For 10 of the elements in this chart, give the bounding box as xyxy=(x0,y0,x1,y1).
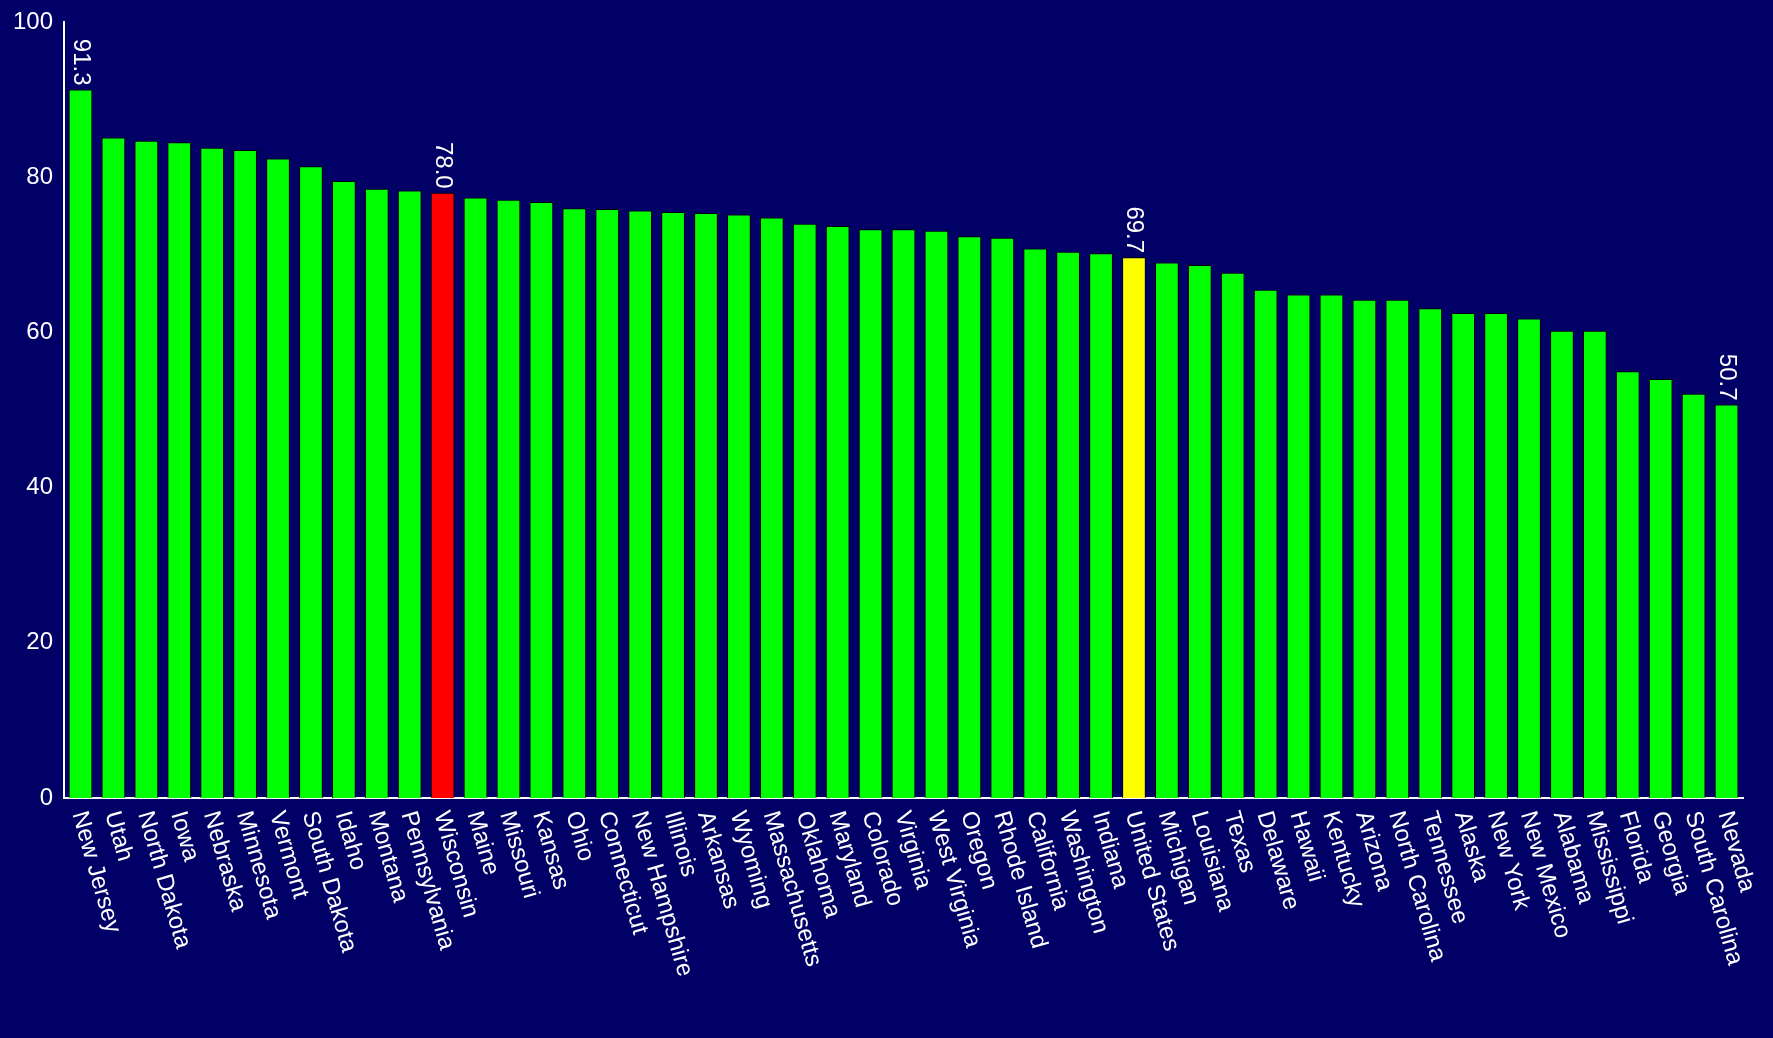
data-label: 69.7 xyxy=(1122,206,1150,254)
y-tick-label: 40 xyxy=(26,472,54,500)
y-tick-label: 20 xyxy=(26,627,54,655)
y-tick-label: 100 xyxy=(13,6,54,34)
y-tick-label: 80 xyxy=(26,161,54,189)
data-label: 78.0 xyxy=(431,142,459,189)
y-tick-label: 0 xyxy=(39,782,54,810)
data-label: 91.3 xyxy=(68,38,96,86)
data-label: 50.7 xyxy=(1714,353,1742,401)
y-tick-label: 60 xyxy=(26,317,54,345)
